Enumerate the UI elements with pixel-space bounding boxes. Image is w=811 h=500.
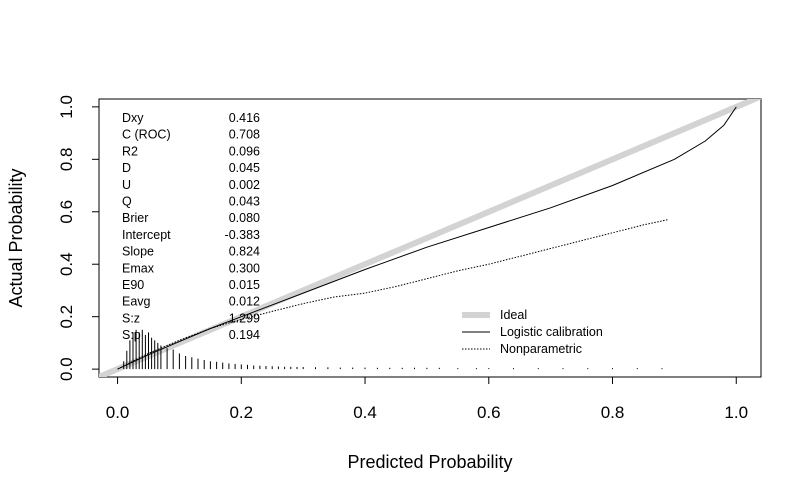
stat-name: Eavg [122, 295, 151, 309]
y-tick-label: 0.2 [57, 305, 76, 329]
legend-label-ideal: Ideal [500, 308, 527, 322]
stat-value: 0.708 [229, 128, 260, 142]
stat-value: 0.824 [229, 245, 260, 259]
stat-name: S:z [122, 311, 140, 325]
y-tick-label: 0.0 [57, 357, 76, 381]
stat-value: 0.012 [229, 295, 260, 309]
stat-value: -0.383 [225, 228, 260, 242]
stats-table: Dxy 0.416 C (ROC) 0.708 R2 0.096 D 0.045 U 0.002 Q… [122, 111, 260, 342]
series-layer [99, 99, 761, 377]
y-tick-label: 0.8 [57, 148, 76, 172]
x-tick-label: 1.0 [724, 403, 748, 422]
stat-value: 0.300 [229, 261, 260, 275]
x-tick-label: 0.2 [229, 403, 253, 422]
stat-name: R2 [122, 144, 138, 158]
y-tick-label: 0.6 [57, 200, 76, 224]
stat-value: 0.096 [229, 144, 260, 158]
y-axis: 0.0 0.2 0.4 0.6 0.8 1.0 [57, 95, 99, 381]
x-axis-title: Predicted Probability [347, 452, 512, 472]
stat-name: Q [122, 195, 132, 209]
y-tick-label: 0.4 [57, 252, 76, 276]
x-tick-label: 0.4 [353, 403, 377, 422]
stat-name: S:p [122, 328, 141, 342]
stat-name: Intercept [122, 228, 171, 242]
stat-value: 0.002 [229, 178, 260, 192]
stat-name: Emax [122, 261, 155, 275]
y-tick-label: 1.0 [57, 95, 76, 119]
x-tick-label: 0.0 [106, 403, 130, 422]
stat-name: E90 [122, 278, 144, 292]
stat-name: D [122, 161, 131, 175]
stat-value: 0.416 [229, 111, 260, 125]
stat-name: Dxy [122, 111, 144, 125]
series-line-nonparametric [117, 219, 669, 370]
stat-value: 0.015 [229, 278, 260, 292]
stat-name: U [122, 178, 131, 192]
x-tick-label: 0.8 [601, 403, 625, 422]
stat-name: C (ROC) [122, 128, 171, 142]
legend-label-logistic: Logistic calibration [500, 325, 603, 339]
stat-value: 0.043 [229, 195, 260, 209]
stat-value: 0.194 [229, 328, 260, 342]
stat-value: 0.045 [229, 161, 260, 175]
stat-name: Brier [122, 211, 148, 225]
rug-histogram [123, 329, 663, 370]
legend: Ideal Logistic calibration Nonparametric [462, 308, 603, 356]
legend-label-nonparametric: Nonparametric [500, 342, 582, 356]
stat-value: 0.080 [229, 211, 260, 225]
stat-value: 1.299 [229, 311, 260, 325]
series-line-logistic-calibration [117, 106, 737, 370]
x-tick-label: 0.6 [477, 403, 501, 422]
y-axis-title: Actual Probability [6, 168, 26, 307]
series-line-ideal [99, 99, 761, 377]
stat-name: Slope [122, 245, 154, 259]
x-axis: 0.0 0.2 0.4 0.6 0.8 1.0 [106, 376, 748, 422]
